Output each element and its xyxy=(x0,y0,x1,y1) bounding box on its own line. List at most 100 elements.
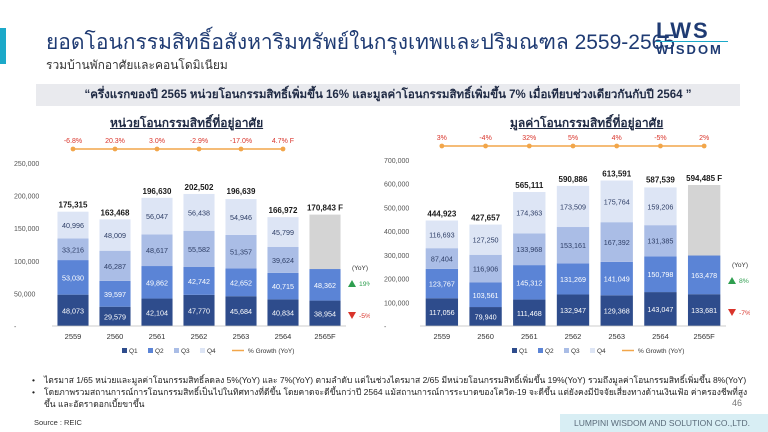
y-tick-label: - xyxy=(14,324,17,331)
growth-label: 20.3% xyxy=(105,138,125,145)
x-tick-label: 2560 xyxy=(107,332,124,341)
bar-segment-q1 xyxy=(99,306,131,326)
y-tick-label: 200,000 xyxy=(384,277,409,284)
bar-data-label: 153,161 xyxy=(560,241,586,250)
legend-swatch xyxy=(148,348,153,353)
bar-data-label: 48,073 xyxy=(62,306,84,315)
bar-segment-q3 xyxy=(513,233,546,266)
bar-segment-q1 xyxy=(425,298,459,326)
bar-data-label: 42,652 xyxy=(230,278,252,287)
legend-label: Q2 xyxy=(545,348,554,355)
growth-point xyxy=(154,146,160,152)
bar-segment-q3 xyxy=(267,246,299,273)
growth-point xyxy=(658,143,663,149)
bar-segment-q1 xyxy=(267,299,299,326)
bar-data-label: 143,047 xyxy=(647,305,673,314)
legend-swatch xyxy=(200,348,205,353)
y-tick-label: 500,000 xyxy=(384,205,409,212)
bar-data-label: 39,624 xyxy=(272,256,294,265)
bar-data-label: 45,684 xyxy=(230,307,252,316)
bar-data-label: 42,742 xyxy=(188,277,210,286)
yoy-down-arrow-icon xyxy=(728,309,736,316)
bar-segment-q2 xyxy=(469,282,502,308)
growth-label: 4.7% F xyxy=(272,138,294,145)
x-tick-label: 2561 xyxy=(521,332,538,341)
growth-point xyxy=(439,143,445,149)
bar-data-label: 133,681 xyxy=(691,306,717,315)
bar-data-label: 42,104 xyxy=(146,308,168,317)
bar-segment-q4 xyxy=(644,187,677,226)
bar-total-label: 202,502 xyxy=(185,183,214,192)
legend-label: Q1 xyxy=(129,348,138,355)
bar-segment-q3 xyxy=(556,227,590,264)
bar-segment-q3 xyxy=(600,222,633,262)
bar-data-label: 55,582 xyxy=(188,245,210,254)
bar-data-label: 150,798 xyxy=(647,270,673,279)
bar-data-label: 175,764 xyxy=(604,197,630,206)
bar-data-label: 116,693 xyxy=(429,230,454,239)
bar-segment-q3 xyxy=(469,254,502,283)
bar-segment-q1 xyxy=(225,296,257,326)
bar-data-label: 29,579 xyxy=(104,312,126,321)
yoy-down-value: -5% xyxy=(359,313,370,320)
bar-segment-q2 xyxy=(644,256,677,293)
bar-segment-q4 xyxy=(513,191,546,234)
growth-label: 5% xyxy=(568,135,578,142)
yoy-label: (YoY) xyxy=(732,262,748,269)
logo-text-lws: LWS xyxy=(656,18,710,43)
bar-segment-q4 xyxy=(469,224,502,255)
growth-label: 3.0% xyxy=(149,138,165,145)
growth-label: -2.9% xyxy=(190,138,208,145)
bar-data-label: 167,392 xyxy=(604,238,630,247)
bar-data-label: 53,030 xyxy=(62,273,84,282)
y-tick-label: 50,000 xyxy=(14,291,36,298)
bar-data-label: 163,478 xyxy=(691,271,717,280)
legend-label: % Growth (YoY) xyxy=(248,348,294,355)
bar-data-label: 141,049 xyxy=(604,275,630,284)
page-subtitle: รวมบ้านพักอาศัยและคอนโดมิเนียม xyxy=(46,58,228,72)
yoy-down-value: -7% xyxy=(739,310,750,317)
bar-data-label: 116,906 xyxy=(473,265,498,274)
bar-data-label: 48,009 xyxy=(104,231,126,240)
bar-data-label: 131,385 xyxy=(647,237,673,246)
bar-total-label: 444,923 xyxy=(427,209,456,218)
bar-segment-q4 xyxy=(141,197,173,235)
bar-segment-q2 xyxy=(687,255,721,295)
x-tick-label: 2565F xyxy=(694,332,716,341)
bar-data-label: 87,404 xyxy=(431,255,453,264)
source-note: Source : REIC xyxy=(34,418,82,427)
bar-data-label: 38,954 xyxy=(314,309,336,318)
value-chart: - 100,000 200,000 300,000 400,000 500,000 600,… xyxy=(384,135,750,355)
bar-segment-q2 xyxy=(309,269,341,301)
growth-label: 4% xyxy=(612,135,622,142)
bar-data-label: 131,269 xyxy=(560,275,586,284)
growth-label: -4% xyxy=(479,135,491,142)
legend-label: Q4 xyxy=(597,348,606,355)
x-tick-label: 2564 xyxy=(652,332,669,341)
bar-data-label: 133,968 xyxy=(516,245,542,254)
bar-data-label: 39,597 xyxy=(104,290,126,299)
bar-total-label: 613,591 xyxy=(602,169,631,178)
y-tick-label: 700,000 xyxy=(384,158,409,165)
growth-label: -5% xyxy=(654,135,666,142)
company-logo: LWS WISDOM xyxy=(640,18,750,58)
bar-segment-q3 xyxy=(644,225,677,257)
bar-data-label: 103,561 xyxy=(473,291,499,300)
bar-segment-q4 xyxy=(183,193,215,231)
bar-segment-q2 xyxy=(141,266,173,299)
growth-point xyxy=(483,143,488,149)
bar-data-label: 145,312 xyxy=(516,278,542,287)
growth-label: 32% xyxy=(522,135,536,142)
growth-point xyxy=(70,146,76,152)
bar-segment-q4 xyxy=(556,185,590,228)
bar-total-label: 594,485 F xyxy=(686,174,722,183)
bar-segment-q1 xyxy=(57,294,89,326)
yoy-label: (YoY) xyxy=(352,265,368,272)
legend-swatch xyxy=(174,348,179,353)
growth-point xyxy=(570,143,576,149)
legend-label: Q2 xyxy=(155,348,164,355)
logo-divider xyxy=(656,41,728,42)
x-tick-label: 2562 xyxy=(191,332,208,341)
bar-segment-q1 xyxy=(513,299,546,326)
bar-segment-q2 xyxy=(425,268,459,299)
